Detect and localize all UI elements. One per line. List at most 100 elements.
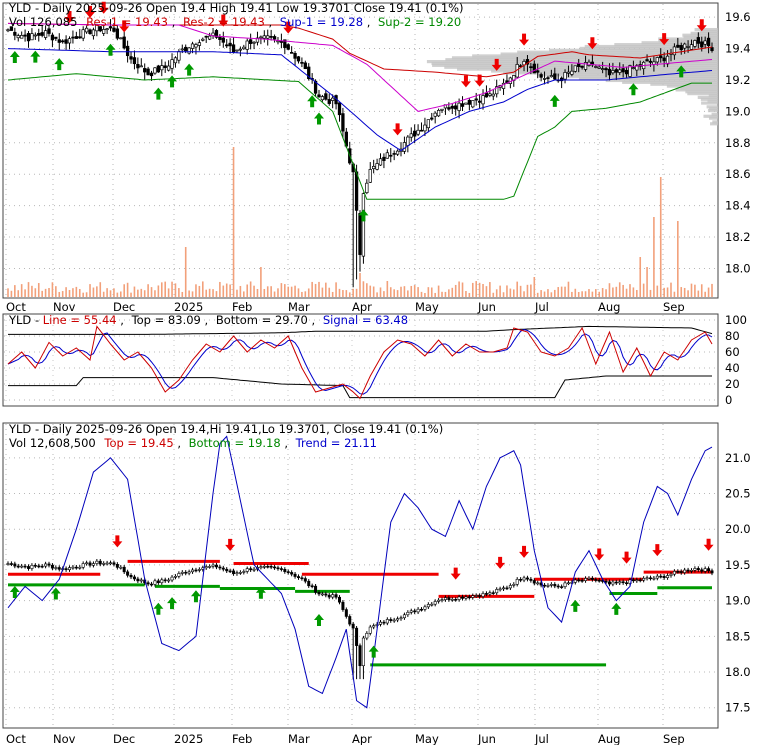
candle-body [245, 568, 249, 572]
candle-body [276, 567, 280, 570]
candle-body [392, 619, 396, 622]
y-tick-label: 60 [725, 345, 740, 359]
volume-profile-bar [578, 76, 718, 81]
candle-body [242, 571, 246, 573]
candle-body [501, 82, 506, 89]
candle-body [710, 47, 714, 51]
candle-body [214, 564, 218, 568]
candle-body [577, 63, 581, 67]
x-tick-label: Dec [113, 300, 135, 314]
candle-body [187, 571, 191, 574]
candle-body [13, 563, 17, 567]
y-tick-label: 19.4 [725, 42, 751, 56]
candle-body [693, 40, 697, 47]
price-header-line1: YLD - Daily 2025-09-26 Open 19.4 High 19… [8, 1, 464, 15]
candle-body [173, 57, 178, 64]
oscillator-grid [4, 315, 717, 405]
volume-bar [564, 286, 566, 297]
volume-bar [27, 282, 30, 297]
candle-body [454, 105, 458, 110]
volume-bar [512, 289, 515, 297]
volume-bar [437, 285, 440, 297]
candle-body [204, 35, 208, 38]
candle-body [478, 595, 482, 597]
volume-bar [632, 287, 635, 297]
volume-profile-bar [682, 33, 718, 37]
candle-body [625, 582, 629, 585]
buy-arrow [105, 43, 116, 56]
candle-body [450, 105, 454, 109]
candle-body [409, 610, 413, 613]
candle-body [156, 580, 160, 584]
volume-bar [379, 287, 382, 297]
volume-bar [266, 286, 269, 297]
candle-body [402, 142, 407, 152]
y-tick-label: 20.5 [725, 487, 751, 501]
price-header-sep2: , [268, 15, 272, 29]
candle-body [248, 39, 253, 44]
volume-bar [700, 284, 703, 297]
candle-body [307, 580, 311, 587]
candle-body [484, 593, 488, 595]
volume-bar [154, 290, 156, 297]
candle-body [693, 568, 697, 571]
x-tick-label: May [415, 300, 439, 314]
candle-body [225, 568, 229, 572]
candle-body [317, 592, 321, 595]
candle-body [245, 40, 249, 50]
candle-body [365, 182, 369, 194]
volume-bar [48, 287, 50, 297]
volume-profile-bar [685, 90, 718, 94]
price-x-axis: Oct Nov Dec 2025 Feb Mar Apr May Jun Jul Aug Sep [6, 300, 685, 314]
volume-bar [540, 290, 542, 297]
x-tick-label: Jul [534, 732, 549, 745]
x-tick-label: Apr [352, 300, 372, 314]
sell-arrow [225, 538, 236, 551]
volume-bar [516, 281, 519, 297]
candle-body [153, 67, 157, 74]
oscillator-header-sep2: , [205, 313, 209, 327]
volume-bar [567, 281, 570, 297]
candle-body [372, 625, 376, 628]
volume-bar [622, 284, 624, 297]
x-tick-label: Sep [663, 300, 685, 314]
volume-bar [547, 289, 549, 297]
price-candles [6, 19, 714, 288]
volume-profile-bar [710, 122, 718, 126]
candle-body [420, 608, 424, 611]
candle-body [166, 65, 171, 71]
oscillator-lines [7, 325, 713, 400]
candle-body [652, 577, 656, 580]
candle-body [126, 571, 130, 576]
sell-arrow [474, 74, 485, 87]
candle-body [573, 65, 577, 72]
oscillator-panel-frame [2, 313, 719, 407]
candle-body [218, 566, 222, 569]
y-tick-label: 18.8 [725, 136, 751, 150]
sell-arrow [98, 1, 109, 14]
volume-bar [420, 291, 423, 297]
candle-body [259, 36, 263, 39]
candle-body [590, 577, 594, 580]
volume-bar [232, 147, 235, 297]
volume-bar [41, 290, 43, 297]
x-tick-label: Nov [53, 300, 76, 314]
candle-body [696, 568, 700, 571]
trend-grid [4, 424, 717, 727]
candle-body [184, 571, 188, 574]
candle-body [109, 562, 113, 565]
candle-body [190, 43, 195, 49]
x-tick-label: Aug [598, 732, 620, 745]
volume-bar [338, 288, 341, 297]
volume-bar [502, 292, 505, 297]
volume-profile-bar [680, 86, 718, 90]
volume-bar [352, 288, 354, 297]
volume-bar [246, 284, 249, 297]
candle-body [502, 587, 506, 590]
candle-body [143, 68, 147, 73]
candle-body [6, 563, 10, 565]
x-tick-label: Mar [288, 732, 310, 745]
volume-bar [68, 289, 71, 297]
candle-body [546, 77, 550, 79]
